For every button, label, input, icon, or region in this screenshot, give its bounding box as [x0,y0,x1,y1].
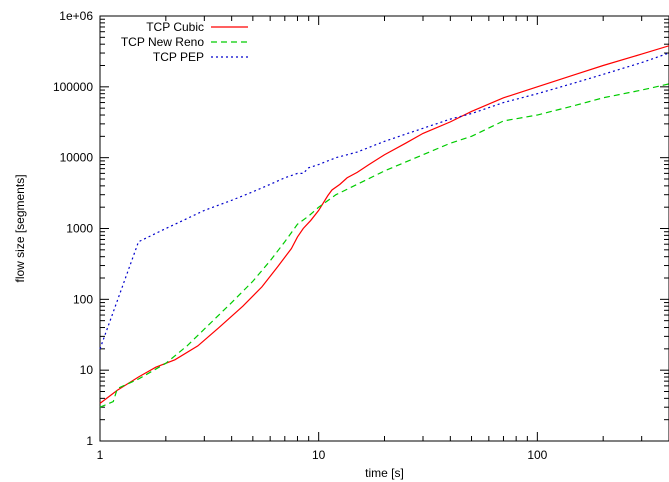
legend-label: TCP New Reno [121,35,204,49]
legend-label: TCP Cubic [146,20,204,34]
plot-area [99,15,669,442]
legend-label: TCP PEP [153,50,204,64]
series-line-tcp-new-reno [99,83,669,408]
axis-ticks: 1 10 100 1 10 100 1000 10000 100000 1e+06 [53,9,669,462]
y-tick-label: 10 [80,363,94,377]
y-tick-label: 100 [73,292,93,306]
series-line-tcp-pep [99,52,669,350]
y-tick-label: 100000 [53,80,93,94]
plot-frame [99,15,669,442]
series-line-tcp-cubic [99,45,669,404]
y-axis-label: flow size [segments] [13,174,27,282]
y-tick-label: 1e+06 [59,9,93,23]
x-tick-label: 1 [97,448,104,462]
x-axis-label: time [s] [365,466,404,480]
y-tick-label: 10000 [60,151,94,165]
series-layer [99,45,669,408]
x-tick-label: 100 [527,448,547,462]
y-tick-label: 1000 [66,222,93,236]
y-tick-label: 1 [86,434,93,448]
x-tick-label: 10 [312,448,326,462]
